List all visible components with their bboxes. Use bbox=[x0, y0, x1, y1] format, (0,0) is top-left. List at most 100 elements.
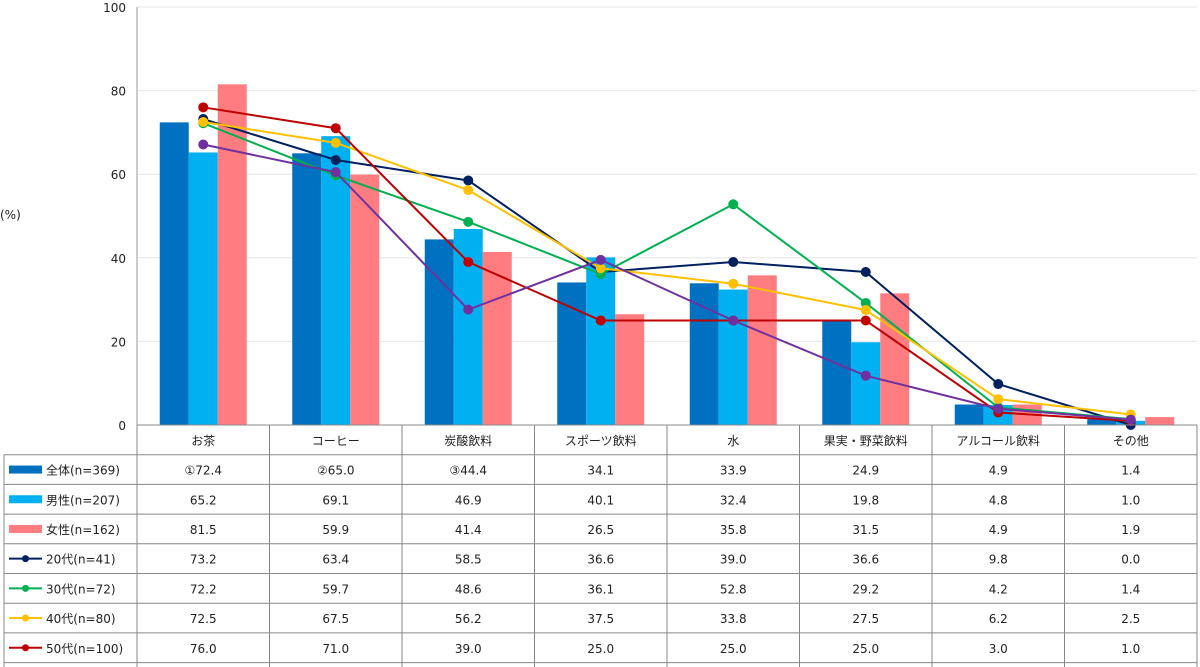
category-label: 果実・野菜飲料 bbox=[824, 433, 908, 448]
bar bbox=[822, 320, 852, 425]
table-value: 36.6 bbox=[852, 553, 879, 567]
table-value: 59.7 bbox=[322, 582, 349, 596]
bar bbox=[747, 275, 777, 425]
table-value: 40.1 bbox=[587, 493, 614, 507]
bar bbox=[350, 174, 380, 425]
bar bbox=[718, 289, 748, 425]
table-value: 4.2 bbox=[989, 582, 1008, 596]
category-label: その他 bbox=[1113, 434, 1149, 448]
category-label: 水 bbox=[727, 434, 739, 448]
legend-swatch bbox=[9, 465, 42, 474]
table-value: 4.9 bbox=[989, 464, 1008, 478]
bar bbox=[1087, 419, 1117, 425]
legend-marker bbox=[22, 584, 29, 592]
line-point bbox=[595, 254, 606, 265]
line-point bbox=[860, 315, 871, 326]
bar bbox=[586, 257, 616, 425]
table-value: 63.4 bbox=[322, 553, 349, 567]
table-value: 25.0 bbox=[720, 642, 747, 656]
line-point bbox=[198, 116, 209, 127]
y-tick-label: 40 bbox=[111, 252, 126, 266]
y-axis: 0 20 40 60 80 100 bbox=[103, 1, 1197, 433]
table-value: 35.8 bbox=[720, 523, 747, 537]
line-point bbox=[860, 267, 871, 278]
line-point bbox=[463, 175, 474, 186]
line-point bbox=[860, 370, 871, 381]
bar bbox=[159, 122, 189, 426]
line-point bbox=[993, 394, 1004, 405]
table-value: 59.9 bbox=[322, 523, 349, 537]
table-value: 37.5 bbox=[587, 612, 614, 626]
table-value: 34.1 bbox=[587, 464, 614, 478]
table-value: 25.0 bbox=[587, 642, 614, 656]
category-label: アルコール飲料 bbox=[956, 433, 1040, 448]
table-value: 65.2 bbox=[190, 493, 217, 507]
bar bbox=[292, 153, 322, 426]
line-point bbox=[728, 315, 739, 326]
legend-label: 20代(n=41) bbox=[46, 553, 116, 567]
table-value: 1.0 bbox=[1121, 493, 1140, 507]
table-value: 48.6 bbox=[455, 582, 482, 596]
series-line bbox=[202, 122, 1131, 421]
bar bbox=[217, 84, 247, 425]
table-value: 1.4 bbox=[1121, 464, 1140, 478]
line-point bbox=[330, 123, 341, 134]
bar bbox=[954, 404, 984, 425]
y-tick-label: 60 bbox=[111, 168, 126, 182]
lines bbox=[198, 102, 1136, 430]
table-value: 1.9 bbox=[1121, 523, 1140, 537]
category-label: 炭酸飲料 bbox=[444, 433, 492, 448]
line-point bbox=[463, 185, 474, 196]
y-tick-label: 100 bbox=[103, 1, 126, 15]
line-point bbox=[1125, 414, 1136, 425]
legend-label: 30代(n=72) bbox=[46, 582, 116, 596]
table-value: ①72.4 bbox=[185, 464, 222, 478]
bars bbox=[159, 84, 1175, 426]
table-value: 81.5 bbox=[190, 523, 217, 537]
bar bbox=[482, 251, 512, 425]
table-value: 58.5 bbox=[455, 553, 482, 567]
table-value: 1.4 bbox=[1121, 582, 1140, 596]
line-point bbox=[860, 297, 871, 308]
table-value: 27.5 bbox=[852, 612, 879, 626]
table-value: ③44.4 bbox=[450, 464, 487, 478]
legend-label: 40代(n=80) bbox=[46, 612, 116, 626]
y-axis-label: (%) bbox=[0, 208, 21, 222]
table-value: 36.1 bbox=[587, 582, 614, 596]
legend-label: 女性(n=162) bbox=[46, 522, 120, 537]
bar bbox=[689, 283, 719, 425]
table-value: 56.2 bbox=[455, 612, 482, 626]
table-value: 0.0 bbox=[1121, 553, 1140, 567]
table-value: 4.9 bbox=[989, 523, 1008, 537]
table-value: 31.5 bbox=[852, 523, 879, 537]
line-point bbox=[330, 154, 341, 165]
line-point bbox=[198, 102, 209, 113]
legend-swatch bbox=[9, 495, 42, 504]
y-tick-label: 0 bbox=[118, 419, 126, 433]
table-value: 39.0 bbox=[455, 642, 482, 656]
table-value: 1.0 bbox=[1121, 642, 1140, 656]
table-value: 36.6 bbox=[587, 553, 614, 567]
category-label: コーヒー bbox=[312, 434, 360, 448]
bar bbox=[851, 342, 881, 425]
table-value: 6.2 bbox=[989, 612, 1008, 626]
legend-swatch bbox=[9, 524, 42, 533]
bar bbox=[557, 282, 587, 425]
series-line bbox=[203, 106, 1131, 422]
table-value: 72.5 bbox=[190, 612, 217, 626]
table-value: 9.8 bbox=[989, 553, 1008, 567]
line-point bbox=[463, 256, 474, 267]
table-value: 19.8 bbox=[852, 493, 879, 507]
line-point bbox=[728, 278, 739, 289]
table-value: 24.9 bbox=[852, 464, 879, 478]
line-point bbox=[330, 167, 341, 178]
line-point bbox=[993, 379, 1004, 390]
table-value: 26.5 bbox=[587, 523, 614, 537]
line-point bbox=[330, 137, 341, 148]
line-point bbox=[463, 304, 474, 315]
legend-marker bbox=[22, 644, 29, 652]
table-value: 32.4 bbox=[720, 493, 747, 507]
table-value: 33.9 bbox=[720, 464, 747, 478]
y-tick-label: 20 bbox=[111, 335, 126, 349]
